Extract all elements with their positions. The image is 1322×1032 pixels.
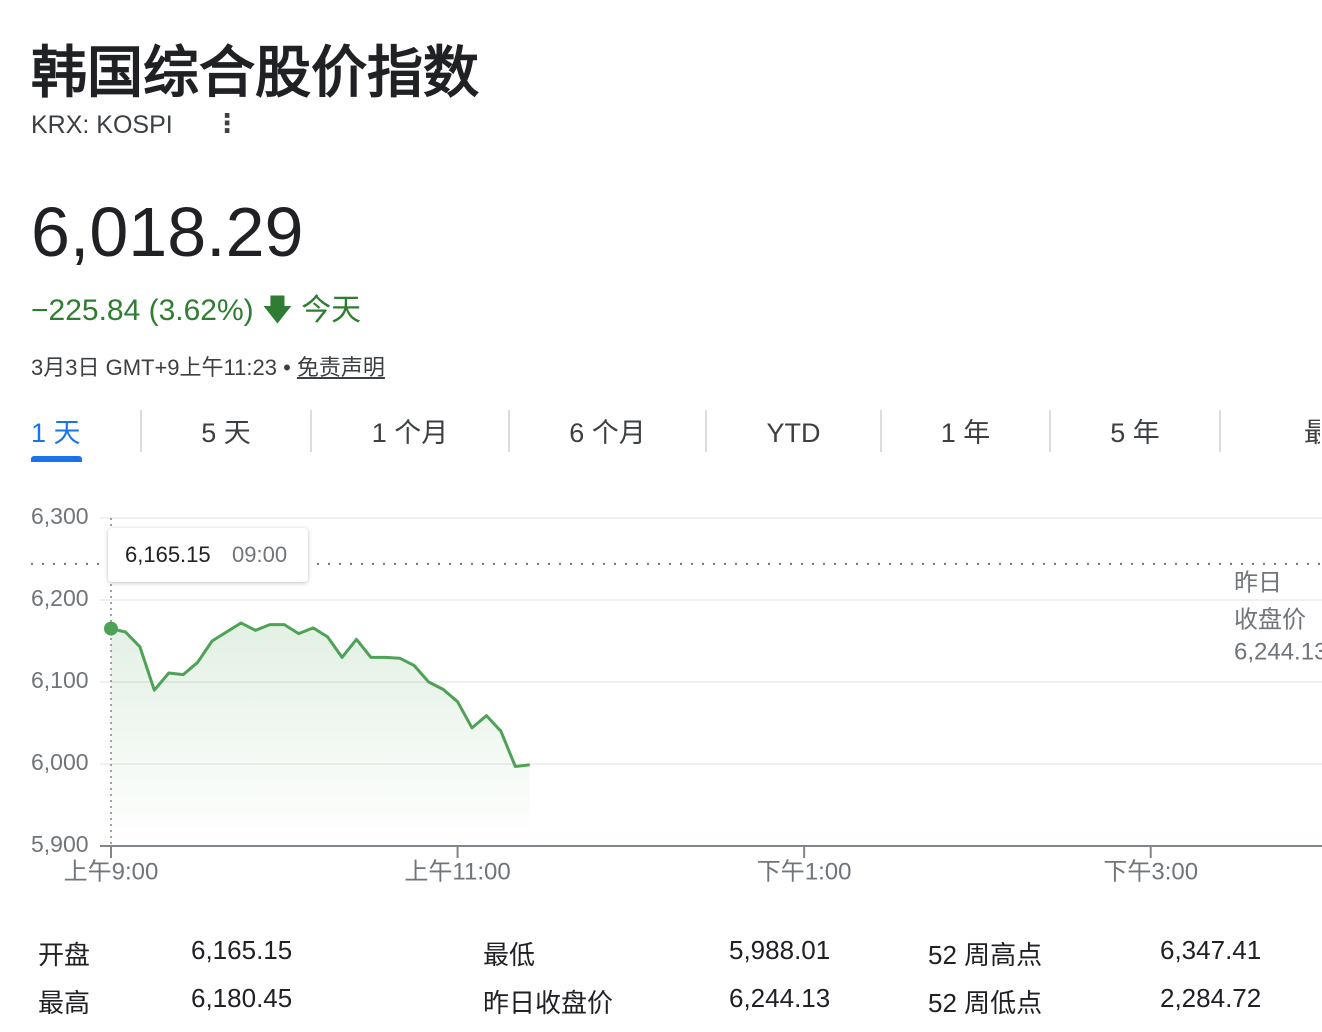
chart: 5,900 6,000 6,100 6,200 6,300 上午9:00 上午11:00 下午… [31, 503, 1322, 885]
range-tab[interactable]: 1 个月 [371, 418, 449, 448]
tab-separator [1049, 410, 1051, 452]
x-tick-label: 上午9:00 [64, 858, 159, 885]
timestamp-row: 3月3日 GMT+9上午11:23 • 免责声明 [31, 350, 385, 382]
stat-label: 最高 [38, 988, 91, 1018]
hover-point [104, 621, 118, 636]
y-tick-label: 6,100 [31, 667, 89, 693]
x-tick-label: 下午3:00 [1103, 858, 1198, 885]
stat-label: 52 周低点 [928, 988, 1043, 1018]
stat-value: 6,180.45 [191, 983, 293, 1013]
stat-value: 2,284.72 [1160, 983, 1262, 1013]
disclaimer-link[interactable]: 免责声明 [296, 355, 385, 380]
x-tick-label: 上午11:00 [404, 858, 510, 885]
y-tick-label: 6,200 [31, 585, 89, 611]
tooltip-box [108, 528, 308, 582]
stat-value: 6,347.41 [1160, 935, 1262, 965]
tab-separator [140, 410, 142, 452]
timestamp: 3月3日 GMT+9上午11:23 • [31, 355, 291, 380]
y-tick-label: 6,000 [31, 749, 89, 775]
range-tab[interactable]: 1 天 [31, 418, 81, 448]
stat-value: 5,988.01 [729, 935, 831, 965]
title: 韩国综合股价指数 [31, 41, 479, 104]
tooltip-value: 6,165.15 [125, 542, 211, 567]
range-tab[interactable]: 5 年 [1110, 418, 1160, 448]
line [110, 621, 530, 768]
period: 今天 [301, 294, 362, 327]
change-row: −225.84 (3.62%) 🡇 今天 [31, 285, 361, 339]
tab-separator [705, 410, 707, 452]
range-tab[interactable]: 6 个月 [569, 418, 646, 448]
reference-value: 6,244.13 [1234, 638, 1322, 665]
stat-value: 6,244.13 [729, 983, 831, 1013]
stat-label: 昨日收盘价 [483, 988, 614, 1018]
y-tick-label: 6,300 [31, 503, 89, 529]
area [111, 622, 530, 846]
selected-indicator [31, 456, 82, 462]
range-tab[interactable]: YTD [766, 418, 821, 448]
range-tab-label[interactable]: 最大 [1304, 418, 1320, 448]
stat-value: 6,165.15 [191, 935, 293, 965]
range-tab[interactable]: 5 天 [201, 418, 251, 448]
stat-label: 52 周高点 [928, 940, 1043, 970]
price: 6,018.29 [31, 193, 304, 271]
ticker: KRX: KOSPI [31, 111, 173, 139]
tab-separator [310, 410, 312, 452]
change: −225.84 (3.62%) [31, 294, 254, 327]
reference-label: 昨日 [1234, 569, 1282, 596]
reference-label: 收盘价 [1234, 606, 1306, 633]
stat-label: 最低 [483, 940, 536, 970]
y-tick-label: 5,900 [31, 831, 89, 857]
range-tab[interactable]: 最大 [1220, 410, 1320, 452]
tab-separator [880, 410, 882, 452]
stat-label: 开盘 [38, 940, 91, 970]
x-tick-label: 下午1:00 [757, 858, 852, 885]
tooltip-time: 09:00 [232, 542, 287, 567]
range-tab[interactable]: 1 年 [940, 418, 991, 448]
tab-separator [1219, 410, 1221, 452]
more-menu[interactable]: ⋮ [214, 108, 240, 138]
down-arrow: 🡇 [262, 294, 293, 327]
tab-separator [508, 410, 510, 452]
